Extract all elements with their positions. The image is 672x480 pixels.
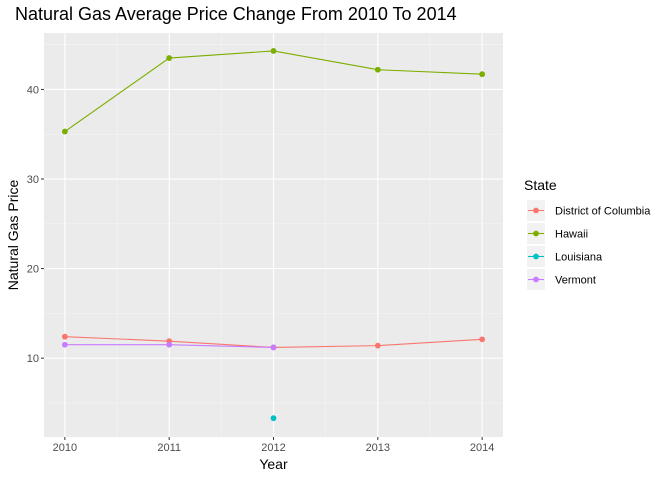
legend-label: Louisiana bbox=[555, 252, 603, 264]
x-tick-label: 2011 bbox=[157, 442, 181, 454]
y-axis: 10 20 30 40 bbox=[27, 84, 44, 365]
data-point-hawaii bbox=[479, 71, 486, 78]
legend-item-district-of-columbia: District of Columbia bbox=[527, 200, 651, 221]
y-tick-label: 40 bbox=[27, 84, 39, 96]
x-tick-label: 2012 bbox=[261, 442, 285, 454]
legend-key-point bbox=[533, 253, 539, 260]
data-point-vermont bbox=[61, 341, 68, 348]
legend-key-point bbox=[533, 230, 539, 237]
chart-title: Natural Gas Average Price Change From 20… bbox=[15, 4, 457, 24]
legend-label: Hawaii bbox=[555, 229, 588, 241]
y-tick-label: 10 bbox=[27, 353, 39, 365]
legend-item-vermont: Vermont bbox=[527, 269, 596, 290]
data-point-district-of-columbia bbox=[374, 342, 381, 349]
y-tick-label: 30 bbox=[27, 174, 39, 186]
y-tick-label: 20 bbox=[27, 264, 39, 276]
x-tick-label: 2010 bbox=[53, 442, 77, 454]
legend-key-point bbox=[533, 207, 539, 214]
legend-item-hawaii: Hawaii bbox=[527, 223, 588, 244]
legend-label: Vermont bbox=[555, 275, 596, 287]
data-point-district-of-columbia bbox=[61, 333, 68, 340]
legend-title: State bbox=[524, 177, 557, 193]
x-tick-label: 2013 bbox=[366, 442, 390, 454]
series-layer bbox=[61, 48, 486, 422]
y-axis-title: Natural Gas Price bbox=[5, 180, 21, 291]
legend-key-point bbox=[533, 276, 539, 283]
data-point-hawaii bbox=[270, 48, 277, 54]
data-point-vermont bbox=[166, 341, 173, 348]
data-point-district-of-columbia bbox=[479, 336, 486, 343]
data-point-vermont bbox=[270, 344, 277, 351]
legend-items: District of Columbia Hawaii Louisiana Vermo… bbox=[527, 200, 651, 290]
data-point-hawaii bbox=[374, 66, 381, 73]
x-tick-label: 2014 bbox=[470, 442, 494, 454]
x-axis: 2010 2011 2012 2013 2014 bbox=[53, 437, 494, 454]
legend: State District of Columbia Hawaii Louisian… bbox=[524, 177, 651, 290]
data-point-hawaii bbox=[61, 128, 68, 135]
data-point-louisiana bbox=[270, 415, 277, 422]
data-point-hawaii bbox=[166, 55, 173, 61]
major-gridlines bbox=[44, 33, 503, 437]
legend-item-louisiana: Louisiana bbox=[527, 246, 603, 267]
legend-label: District of Columbia bbox=[555, 206, 651, 218]
x-axis-title: Year bbox=[259, 456, 288, 472]
